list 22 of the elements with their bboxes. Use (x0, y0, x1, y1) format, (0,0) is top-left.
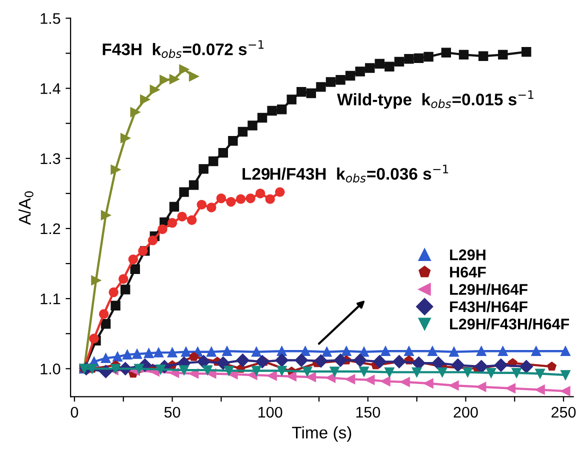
annotation: F43H k$_{obs}$=0.072 s$^{−1}$ (102, 40, 264, 58)
legend-label: L29H/F43H/H64F (450, 318, 570, 330)
x-tick-label: 100 (258, 406, 282, 418)
x-axis-title: Time (s) (292, 426, 352, 442)
legend-label: L29H (450, 249, 486, 260)
x-tick-label: 0 (70, 406, 78, 418)
y-tick-label: 1.0 (40, 364, 60, 374)
y-tick-label: 1.1 (40, 294, 60, 304)
y-tick-label: 1.4 (40, 83, 60, 94)
annotation: Wild-type k$_{obs}$=0.015 s$^{−1}$ (337, 90, 534, 109)
y-tick-label: 1.5 (40, 13, 60, 24)
y-tick-label: 1.2 (40, 223, 60, 234)
y-tick-label: 1.3 (40, 153, 60, 164)
x-tick-label: 200 (454, 406, 478, 418)
x-tick-label: 250 (552, 406, 576, 418)
legend-label: F43H/H64F (450, 300, 528, 312)
legend-label: L29H/H64F (450, 284, 528, 295)
x-tick-label: 150 (356, 406, 380, 418)
annotation: L29H/F43H k$_{obs}$=0.036 s$^{−1}$ (242, 164, 448, 182)
legend-label: H64F (450, 266, 486, 278)
x-tick-label: 50 (164, 406, 180, 418)
y-axis-title: A/A$_{0}$ (18, 191, 34, 225)
